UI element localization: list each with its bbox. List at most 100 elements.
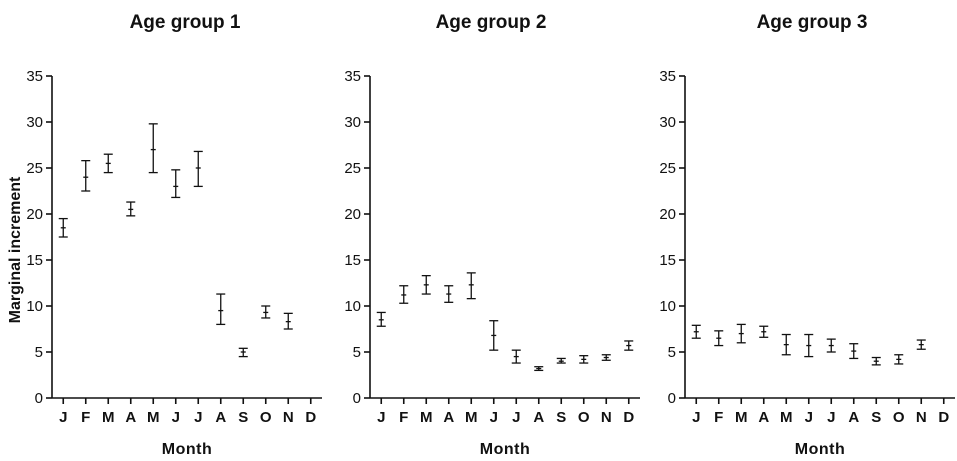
y-tick-label: 10 [26, 298, 43, 315]
panel-title: Age group 1 [130, 12, 241, 33]
y-tick-label: 20 [26, 206, 43, 223]
y-tick-label: 20 [659, 206, 676, 223]
y-tick-label: 20 [344, 206, 361, 223]
x-tick-label: A [533, 409, 544, 426]
x-tick-label: J [512, 409, 520, 426]
x-tick-label: J [805, 409, 813, 426]
x-tick-label: N [601, 409, 612, 426]
error-bar-n-11 [283, 312, 293, 330]
error-bar-j-1 [58, 217, 68, 238]
y-tick-label: 15 [659, 252, 676, 269]
error-bar-j-1 [691, 324, 701, 339]
y-axis-label: Marginal increment [7, 176, 24, 323]
error-bar-j-6 [171, 169, 181, 199]
y-tick-label: 5 [668, 344, 676, 361]
x-tick-label: M [465, 409, 478, 426]
x-tick-label: N [916, 409, 927, 426]
error-bar-o-10 [261, 305, 271, 319]
y-tick-label: 5 [35, 344, 43, 361]
error-bar-m-5 [148, 123, 158, 174]
error-bar-m-3 [421, 274, 431, 295]
error-bar-j-7 [193, 150, 203, 188]
error-bar-d-12 [624, 340, 634, 351]
y-tick-label: 10 [659, 298, 676, 315]
error-bar-a-4 [126, 201, 136, 217]
y-tick-label: 35 [26, 68, 43, 85]
x-tick-label: J [827, 409, 835, 426]
x-tick-label: F [399, 409, 408, 426]
error-bar-j-7 [511, 349, 521, 364]
x-tick-label: J [377, 409, 385, 426]
error-bar-n-11 [916, 339, 926, 350]
error-bar-j-7 [826, 338, 836, 353]
x-tick-label: S [556, 409, 566, 426]
y-tick-label: 0 [35, 390, 43, 407]
x-tick-label: F [81, 409, 90, 426]
x-tick-label: O [260, 409, 272, 426]
y-tick-label: 25 [659, 160, 676, 177]
error-bar-f-2 [399, 285, 409, 304]
y-tick-label: 35 [659, 68, 676, 85]
y-tick-label: 35 [344, 68, 361, 85]
error-bar-a-8 [216, 293, 226, 326]
y-tick-label: 30 [26, 114, 43, 131]
x-axis-label: Month [162, 441, 212, 458]
x-tick-label: M [147, 409, 160, 426]
x-tick-label: D [938, 409, 949, 426]
error-bar-a-4 [444, 285, 454, 303]
x-tick-label: J [59, 409, 67, 426]
error-bar-j-6 [804, 333, 814, 358]
x-tick-label: N [283, 409, 294, 426]
x-tick-label: J [194, 409, 202, 426]
x-tick-label: M [735, 409, 748, 426]
x-axis-label: Month [480, 441, 530, 458]
x-tick-label: J [692, 409, 700, 426]
x-tick-label: D [305, 409, 316, 426]
error-bar-a-8 [849, 343, 859, 360]
x-tick-label: F [714, 409, 723, 426]
error-bar-f-2 [81, 159, 91, 192]
x-tick-label: D [623, 409, 634, 426]
x-tick-label: O [893, 409, 905, 426]
x-tick-label: A [443, 409, 454, 426]
x-tick-label: A [215, 409, 226, 426]
y-tick-label: 25 [26, 160, 43, 177]
error-bar-s-9 [556, 357, 566, 364]
error-bar-m-3 [736, 323, 746, 344]
y-tick-label: 10 [344, 298, 361, 315]
x-tick-label: J [172, 409, 180, 426]
x-axis-label: Month [795, 441, 845, 458]
error-bar-o-10 [579, 355, 589, 364]
error-bar-a-4 [759, 325, 769, 338]
error-bar-m-5 [781, 333, 791, 356]
x-tick-label: S [871, 409, 881, 426]
error-bar-j-1 [376, 311, 386, 327]
x-tick-label: O [578, 409, 590, 426]
x-tick-label: J [490, 409, 498, 426]
error-bar-s-9 [238, 347, 248, 358]
panel-title: Age group 2 [436, 12, 547, 33]
y-tick-label: 0 [353, 390, 361, 407]
x-tick-label: S [238, 409, 248, 426]
error-bar-a-8 [534, 366, 544, 372]
error-bar-s-9 [871, 356, 881, 366]
x-tick-label: A [758, 409, 769, 426]
x-tick-label: A [125, 409, 136, 426]
y-tick-label: 15 [344, 252, 361, 269]
panel-title: Age group 3 [757, 12, 868, 33]
y-tick-label: 15 [26, 252, 43, 269]
y-tick-label: 5 [353, 344, 361, 361]
x-tick-label: M [420, 409, 433, 426]
x-tick-label: M [780, 409, 793, 426]
y-tick-label: 30 [659, 114, 676, 131]
error-bar-n-11 [601, 354, 611, 361]
error-bar-f-2 [714, 330, 724, 347]
x-tick-label: A [848, 409, 859, 426]
error-bar-j-6 [489, 320, 499, 351]
error-bar-m-3 [103, 153, 113, 174]
y-tick-label: 25 [344, 160, 361, 177]
